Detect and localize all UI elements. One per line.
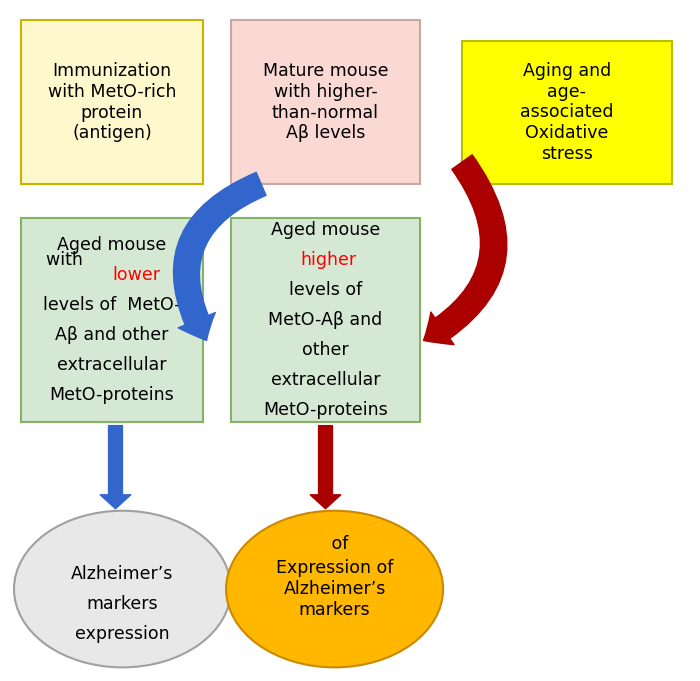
Text: MetO-proteins: MetO-proteins (263, 401, 388, 419)
Text: lower: lower (112, 266, 160, 284)
Text: MetO-proteins: MetO-proteins (50, 386, 174, 404)
FancyBboxPatch shape (231, 218, 420, 422)
FancyArrowPatch shape (100, 426, 131, 509)
Text: Aged mouse: Aged mouse (57, 236, 167, 254)
FancyBboxPatch shape (21, 20, 203, 184)
Text: Immunization
with MetO-rich
protein
(antigen): Immunization with MetO-rich protein (ant… (48, 62, 176, 142)
FancyArrowPatch shape (310, 426, 341, 509)
FancyBboxPatch shape (231, 20, 420, 184)
Text: markers: markers (87, 595, 158, 613)
Text: extracellular: extracellular (271, 371, 380, 389)
Text: other: other (302, 341, 349, 359)
Text: of: of (326, 535, 348, 553)
Text: Alleviation of: Alleviation of (66, 535, 179, 553)
Text: Aged mouse: Aged mouse (271, 221, 380, 239)
Text: Mature mouse
with higher-
than-normal
Aβ levels: Mature mouse with higher- than-normal Aβ… (262, 62, 388, 142)
Text: with: with (46, 251, 89, 269)
FancyBboxPatch shape (21, 218, 203, 422)
Text: Aβ and other: Aβ and other (55, 326, 169, 344)
Ellipse shape (226, 511, 443, 667)
Text: extracellular: extracellular (57, 356, 167, 374)
Text: Aging and
age-
associated
Oxidative
stress: Aging and age- associated Oxidative stre… (520, 62, 614, 163)
Text: MetO-Aβ and: MetO-Aβ and (268, 311, 383, 329)
Text: with higher: with higher (276, 251, 374, 269)
FancyBboxPatch shape (462, 41, 672, 184)
Text: levels of  MetO-: levels of MetO- (43, 296, 181, 314)
FancyArrowPatch shape (424, 155, 507, 345)
FancyArrowPatch shape (174, 172, 266, 340)
Ellipse shape (14, 511, 231, 667)
Text: with lower: with lower (66, 266, 158, 284)
Text: expression: expression (75, 625, 170, 643)
Text: Alzheimer’s: Alzheimer’s (71, 565, 174, 583)
Text: levels of: levels of (289, 281, 362, 299)
Text: Expression of
Alzheimer’s
markers: Expression of Alzheimer’s markers (276, 559, 393, 619)
Text: higher: higher (300, 251, 356, 269)
